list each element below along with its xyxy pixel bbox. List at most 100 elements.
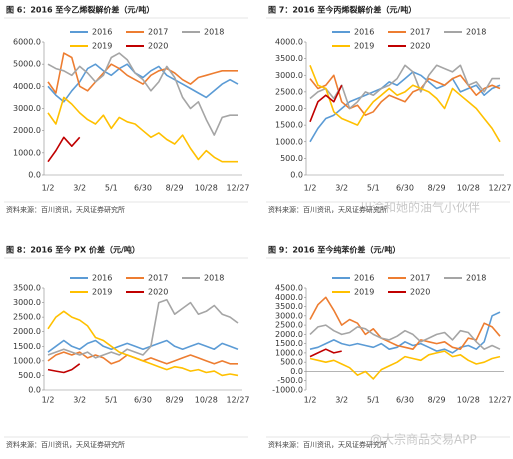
y-tick-label: 2000.0 — [275, 330, 303, 339]
x-tick-label: 10/28 — [457, 396, 480, 405]
chart-panel: 图 9：2016 至今纯苯价差（元/吨） 资料来源：百川资讯，天风证券研究所 -10… — [266, 245, 512, 449]
series-line — [309, 65, 501, 143]
legend-label: 2016 — [354, 28, 374, 37]
y-tick-label: 4000.0 — [275, 38, 303, 47]
y-tick-label: 1000.0 — [275, 137, 303, 146]
legend-label: 2020 — [148, 42, 168, 51]
series-line — [309, 350, 501, 380]
y-tick-label: 2500.0 — [13, 313, 41, 322]
y-tick-label: 2000.0 — [275, 104, 303, 113]
y-tick-label: 0.0 — [290, 171, 303, 180]
source: 资料来源：百川资讯，天风证券研究所 — [268, 205, 387, 214]
x-tick-label: 12/27 — [226, 184, 249, 193]
x-tick-label: 10/28 — [195, 396, 218, 405]
legend-label: 2017 — [410, 274, 430, 283]
y-tick-label: 4000.0 — [13, 82, 41, 91]
series-line — [309, 74, 501, 116]
y-tick-label: 1500.0 — [275, 121, 303, 130]
y-tick-label: 2000.0 — [13, 126, 41, 135]
x-tick-label: 8/29 — [166, 184, 184, 193]
series-line — [47, 298, 239, 359]
legend-label: 2016 — [92, 274, 112, 283]
y-tick-label: 500.0 — [280, 154, 303, 163]
chart-panel: 图 7：2016 至今丙烯裂解价差（元/吨） 资料来源：百川资讯，天风证券研究所 0… — [266, 5, 512, 214]
y-tick-label: -1000.0 — [272, 386, 303, 395]
source: 资料来源：百川资讯，天风证券研究所 — [268, 440, 387, 449]
legend-label: 2020 — [148, 288, 168, 297]
y-tick-label: 1000.0 — [275, 348, 303, 357]
chart-title: 图 8：2016 至今 PX 价差（元/吨） — [6, 245, 140, 255]
legend-label: 2017 — [410, 28, 430, 37]
y-tick-label: 2000.0 — [13, 327, 41, 336]
watermark: @大宗商品交易APP — [370, 432, 477, 447]
y-tick-label: 1500.0 — [275, 339, 303, 348]
y-tick-label: 6000.0 — [13, 38, 41, 47]
y-tick-label: 3500.0 — [13, 284, 41, 293]
x-tick-label: 5/1 — [105, 396, 118, 405]
y-tick-label: 3000.0 — [13, 298, 41, 307]
legend-label: 2020 — [410, 288, 430, 297]
legend-label: 2020 — [410, 42, 430, 51]
legend-label: 2018 — [466, 274, 486, 283]
y-tick-label: 3000.0 — [275, 311, 303, 320]
x-tick-label: 1/2 — [304, 184, 317, 193]
x-tick-label: 3/2 — [335, 396, 348, 405]
y-tick-label: 2500.0 — [275, 87, 303, 96]
series-line — [47, 310, 239, 377]
x-tick-label: 12/27 — [226, 396, 249, 405]
series-line — [47, 339, 239, 353]
series-line — [309, 311, 501, 354]
series-line — [47, 363, 81, 374]
series-line — [309, 324, 501, 350]
x-tick-label: 8/29 — [166, 396, 184, 405]
legend-label: 2018 — [466, 28, 486, 37]
series-line — [309, 84, 343, 123]
source: 资料来源：百川资讯，天风证券研究所 — [6, 440, 125, 449]
legend-label: 2019 — [354, 288, 374, 297]
legend-label: 2019 — [354, 42, 374, 51]
series-line — [47, 63, 239, 103]
y-tick-label: -500.0 — [277, 376, 303, 385]
x-tick-label: 12/27 — [488, 396, 511, 405]
legend-label: 2017 — [148, 274, 168, 283]
x-tick-label: 6/30 — [396, 184, 414, 193]
legend-label: 2016 — [354, 274, 374, 283]
series-line — [47, 136, 81, 163]
watermark: 川渝和她的油气小伙伴 — [360, 200, 480, 215]
y-tick-label: 5000.0 — [13, 60, 41, 69]
chart-panel: 图 6：2016 至今乙烯裂解价差（元/吨） 资料来源：百川资讯，天风证券研究所 0… — [4, 5, 250, 214]
x-tick-label: 3/2 — [335, 184, 348, 193]
x-tick-label: 10/28 — [457, 184, 480, 193]
y-tick-label: 1000.0 — [13, 148, 41, 157]
legend-label: 2016 — [92, 28, 112, 37]
y-tick-label: 3500.0 — [275, 54, 303, 63]
series-line — [47, 52, 238, 136]
y-tick-label: 4000.0 — [275, 293, 303, 302]
y-tick-label: 500.0 — [280, 358, 303, 367]
x-tick-label: 1/2 — [304, 396, 317, 405]
x-tick-label: 5/1 — [367, 396, 380, 405]
y-tick-label: 1500.0 — [13, 342, 41, 351]
x-tick-label: 10/28 — [195, 184, 218, 193]
series-line — [309, 64, 500, 110]
chart-title: 图 7：2016 至今丙烯裂解价差（元/吨） — [268, 5, 416, 15]
series-line — [47, 96, 238, 163]
legend-label: 2019 — [92, 42, 112, 51]
legend-label: 2018 — [204, 274, 224, 283]
y-tick-label: 3000.0 — [275, 71, 303, 80]
y-tick-label: 3500.0 — [275, 302, 303, 311]
x-tick-label: 3/2 — [73, 184, 86, 193]
x-tick-label: 8/29 — [428, 396, 446, 405]
x-tick-label: 12/27 — [488, 184, 511, 193]
y-tick-label: 500.0 — [18, 371, 41, 380]
series-line — [309, 348, 342, 358]
y-tick-label: 2500.0 — [275, 321, 303, 330]
chart-title: 图 6：2016 至今乙烯裂解价差（元/吨） — [6, 5, 154, 15]
x-tick-label: 1/2 — [42, 184, 55, 193]
x-tick-label: 6/30 — [134, 184, 152, 193]
x-tick-label: 5/1 — [367, 184, 380, 193]
x-tick-label: 6/30 — [396, 396, 414, 405]
y-tick-label: 1000.0 — [13, 356, 41, 365]
x-tick-label: 8/29 — [428, 184, 446, 193]
y-tick-label: 0.0 — [28, 171, 41, 180]
